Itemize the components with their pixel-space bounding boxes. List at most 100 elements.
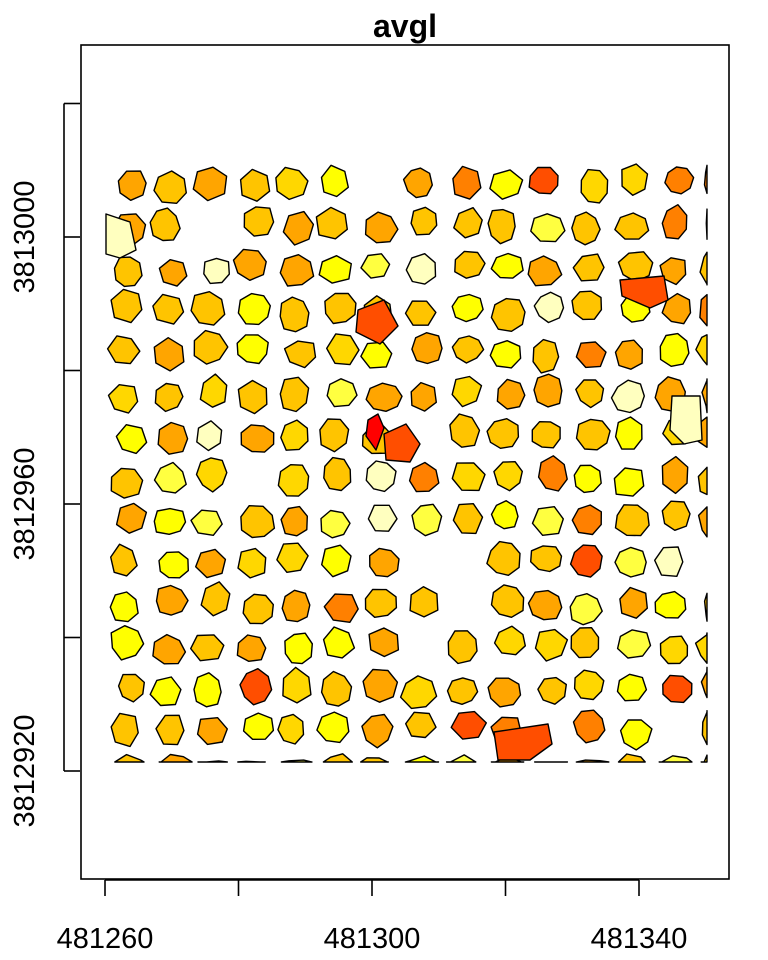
map-polygon xyxy=(320,670,353,707)
map-polygon xyxy=(203,257,231,285)
map-polygon xyxy=(570,627,600,659)
map-polygon xyxy=(365,382,403,412)
map-polygon xyxy=(149,207,181,242)
map-polygon xyxy=(405,252,437,285)
map-polygon xyxy=(496,378,526,410)
map-polygon xyxy=(284,632,313,665)
map-polygon xyxy=(613,467,645,497)
x-tick-label: 481340 xyxy=(591,923,688,955)
map-polygon xyxy=(410,381,437,412)
map-polygon xyxy=(279,376,310,413)
map-polygon xyxy=(277,464,310,497)
map-polygon xyxy=(537,455,568,492)
map-polygon xyxy=(232,248,267,281)
map-polygon xyxy=(199,373,228,408)
map-polygon xyxy=(196,717,229,746)
map-polygon xyxy=(573,669,605,701)
map-polygon xyxy=(368,627,400,658)
map-polygon xyxy=(275,166,309,201)
map-polygon xyxy=(114,753,145,763)
map-polygon xyxy=(621,163,649,197)
map-polygon xyxy=(237,760,266,763)
map-polygon xyxy=(321,544,352,578)
map-polygon xyxy=(282,666,312,704)
map-polygon xyxy=(619,586,648,619)
map-polygon xyxy=(614,504,650,537)
map-polygon xyxy=(703,164,708,195)
map-polygon xyxy=(154,382,184,413)
map-polygon xyxy=(490,297,526,332)
map-polygon xyxy=(408,461,440,493)
map-polygon xyxy=(195,457,228,493)
map-polygon xyxy=(115,502,148,534)
map-polygon xyxy=(490,584,525,618)
map-polygon xyxy=(445,754,477,763)
map-polygon xyxy=(276,542,309,573)
map-polygon xyxy=(158,551,190,579)
map-polygon xyxy=(669,395,703,445)
map-polygon xyxy=(617,251,654,283)
map-polygon xyxy=(410,206,438,236)
map-polygon xyxy=(404,300,437,326)
map-polygon xyxy=(700,666,708,699)
map-polygon xyxy=(454,250,486,279)
map-polygon xyxy=(533,373,563,408)
map-polygon xyxy=(534,628,569,662)
map-polygon xyxy=(279,296,310,333)
map-polygon xyxy=(149,676,182,707)
map-polygon xyxy=(572,709,606,744)
map-polygon xyxy=(281,589,311,623)
map-polygon xyxy=(240,424,275,453)
map-polygon xyxy=(189,634,225,662)
map-polygon xyxy=(452,165,482,200)
y-tick-label: 3812920 xyxy=(9,715,41,828)
map-polygon xyxy=(571,504,602,536)
map-polygon xyxy=(530,545,563,573)
map-polygon xyxy=(654,546,684,577)
map-polygon xyxy=(489,169,524,200)
map-polygon xyxy=(193,672,222,708)
map-polygon xyxy=(365,460,397,493)
map-polygon xyxy=(569,544,603,578)
y-axis: 3812920 3812960 3813000 xyxy=(9,102,80,828)
map-polygon xyxy=(617,753,646,763)
map-polygon xyxy=(662,674,693,704)
map-polygon xyxy=(323,456,352,492)
map-polygon xyxy=(383,423,421,463)
map-polygon xyxy=(701,710,708,746)
map-polygon xyxy=(236,634,267,662)
map-polygon xyxy=(109,543,138,577)
map-polygon xyxy=(537,676,567,705)
map-polygon xyxy=(158,259,188,287)
map-polygon xyxy=(197,760,229,763)
map-polygon xyxy=(320,509,351,539)
map-polygon xyxy=(153,461,187,494)
map-polygon xyxy=(694,632,708,664)
map-polygon xyxy=(326,333,360,366)
map-polygon xyxy=(323,593,359,623)
map-polygon xyxy=(404,755,440,763)
map-polygon xyxy=(661,203,688,240)
map-polygon xyxy=(533,291,565,324)
map-polygon xyxy=(575,341,607,369)
map-polygon xyxy=(571,290,603,321)
map-polygon xyxy=(573,464,602,494)
map-polygon xyxy=(614,416,643,450)
map-polygon xyxy=(152,293,185,325)
map-polygon xyxy=(616,673,648,702)
map-polygon xyxy=(282,210,315,246)
map-polygon xyxy=(527,255,563,287)
map-polygon xyxy=(697,466,708,496)
map-polygon xyxy=(527,589,563,621)
map-polygon xyxy=(280,505,308,537)
plot-frame xyxy=(80,44,730,880)
map-polygon xyxy=(661,500,691,531)
map-polygon xyxy=(580,168,609,204)
map-polygon xyxy=(364,588,398,618)
map-polygon xyxy=(703,592,708,622)
map-polygon xyxy=(531,506,564,536)
map-polygon xyxy=(490,500,519,530)
map-polygon xyxy=(237,547,267,579)
map-polygon xyxy=(367,504,398,532)
map-polygon xyxy=(318,254,352,284)
